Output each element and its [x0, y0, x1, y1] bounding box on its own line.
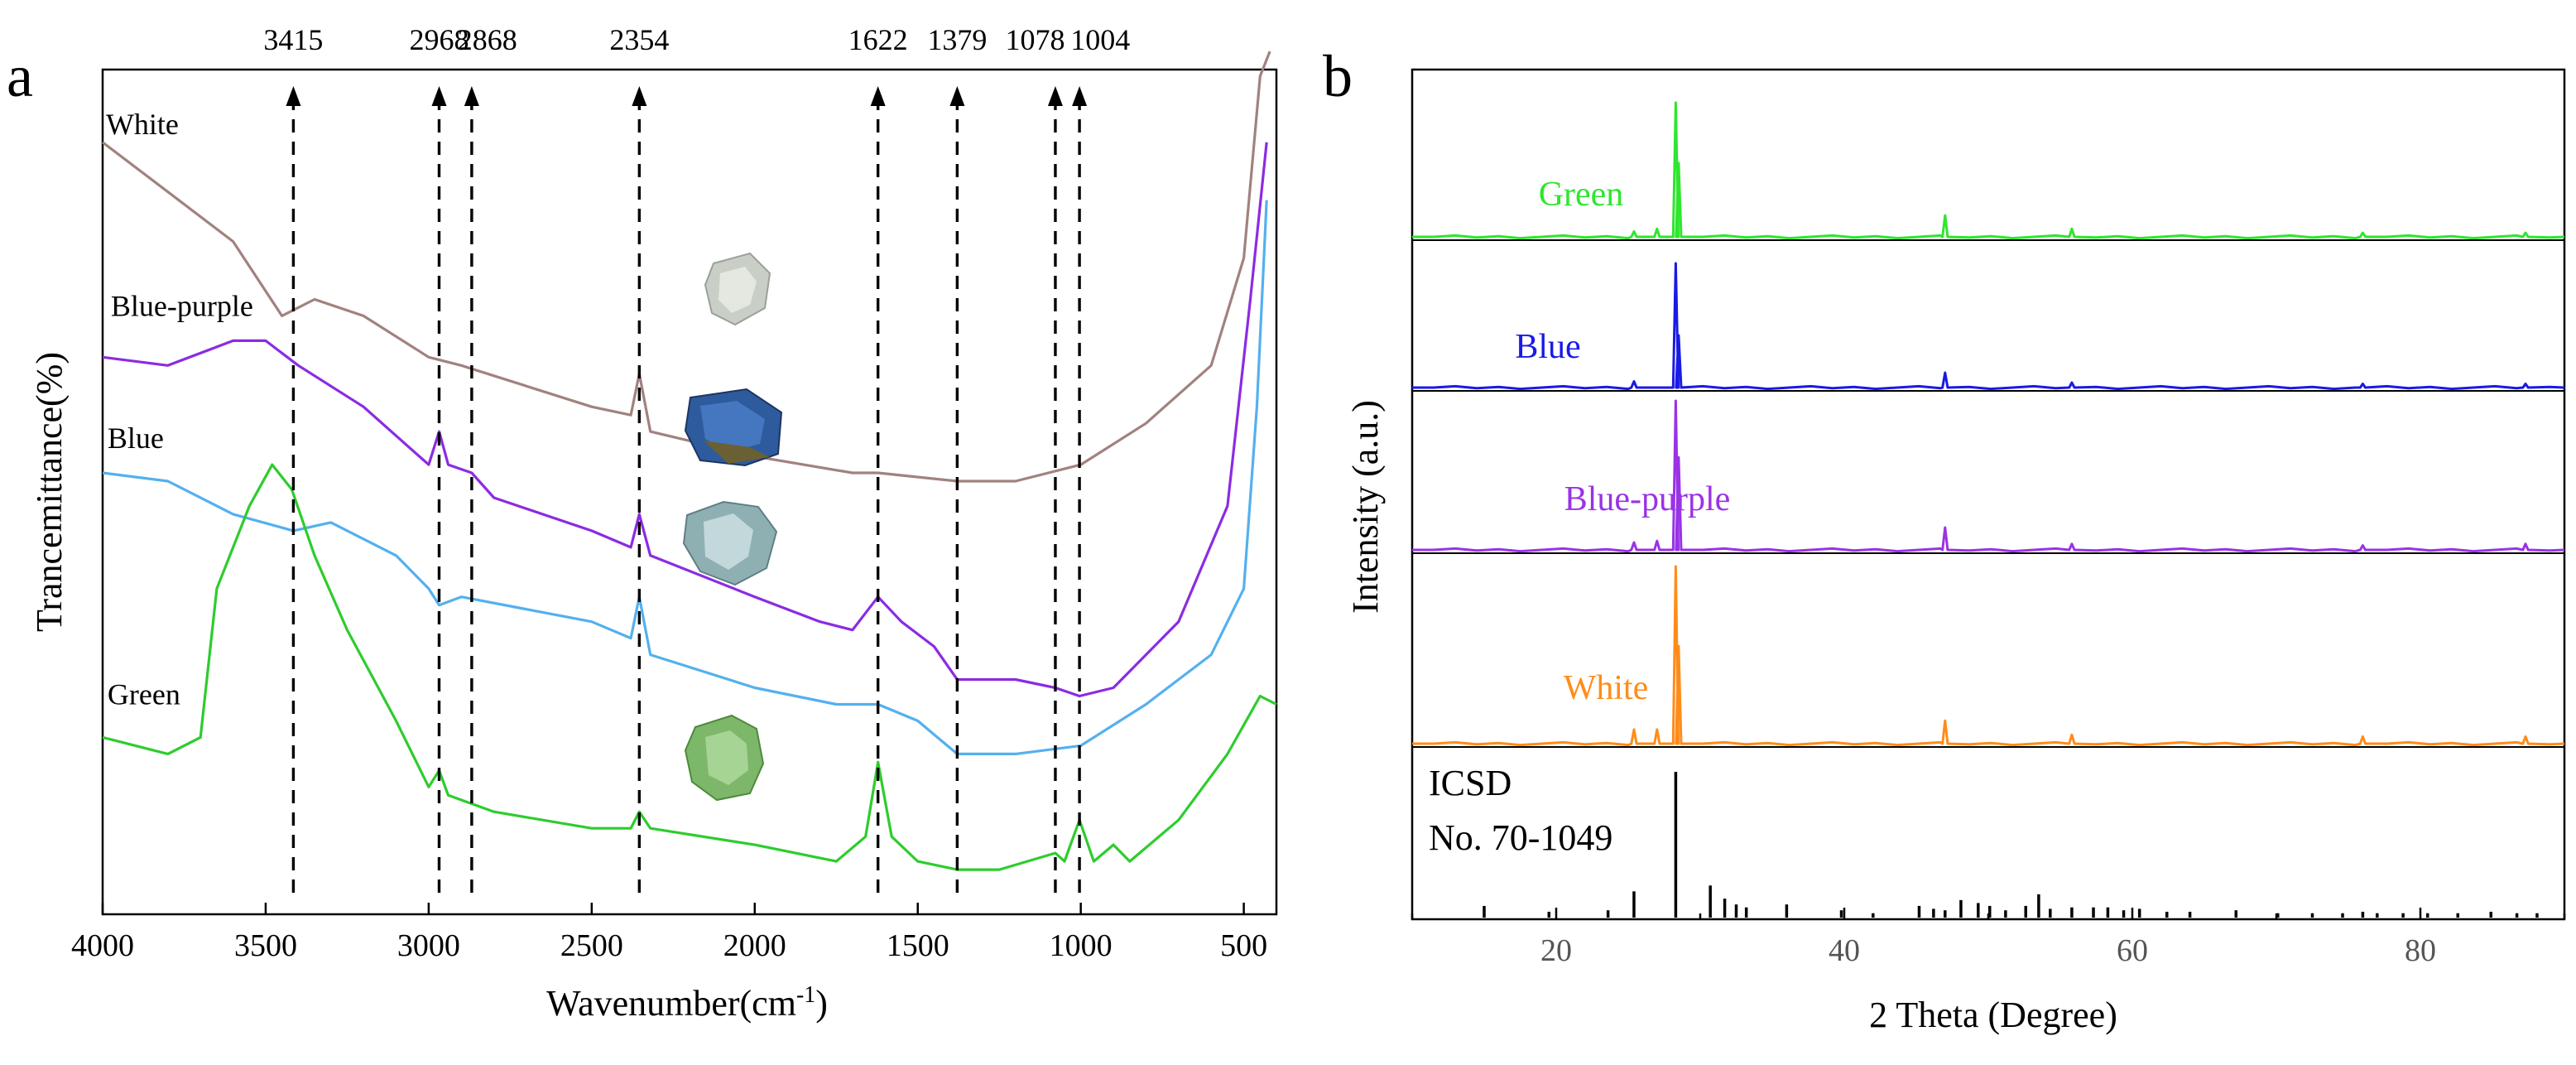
marker-label-2354: 2354 — [609, 23, 669, 56]
ftir-plot-frame — [101, 68, 1278, 916]
xrd-label-green: Green — [1539, 176, 1624, 214]
ftir-x-tick-label: 4000 — [71, 928, 134, 963]
ftir-series-blue-purple — [102, 142, 1268, 698]
xrd-series-blue-purple — [1412, 399, 2565, 553]
marker-label-1078: 1078 — [1006, 23, 1065, 56]
ftir-series-labels: White Blue-purple Blue Green — [106, 108, 253, 711]
xrd-series-white — [1412, 565, 2565, 747]
marker-label-3415: 3415 — [263, 23, 323, 56]
xrd-label-blue: Blue — [1515, 328, 1580, 366]
marker-arrow-1379 — [949, 86, 965, 106]
marker-label-1004: 1004 — [1070, 23, 1130, 56]
xrd-series-labels: Green Blue Blue-purple White — [1515, 176, 1730, 707]
xrd-x-tick-label: 20 — [1540, 933, 1572, 968]
marker-arrow-3415 — [286, 86, 301, 106]
marker-label-1379: 1379 — [927, 23, 987, 56]
marker-arrow-1004 — [1072, 86, 1088, 106]
blue-crystal-photo — [682, 500, 778, 586]
xrd-x-tick-label: 40 — [1829, 933, 1860, 968]
ftir-x-axis: 4000 3500 3000 2500 2000 1500 1000 500 — [71, 903, 1267, 963]
xrd-panel: b 20 40 60 80 Green Blue Blue-purple White ICS… — [1323, 43, 2566, 1035]
xrd-x-axis-title: 2 Theta (Degree) — [1869, 995, 2117, 1035]
ftir-series-group — [102, 51, 1277, 871]
ftir-x-tick-label: 2000 — [723, 928, 786, 963]
marker-arrow-2868 — [464, 86, 479, 106]
ftir-x-tick-label: 2500 — [560, 928, 623, 963]
xrd-label-blue-purple: Blue-purple — [1564, 480, 1731, 518]
marker-label-2968: 2968 — [409, 23, 469, 56]
marker-arrow-2968 — [431, 86, 447, 106]
marker-label-2868: 2868 — [458, 23, 517, 56]
ftir-panel: a 4000 3500 3000 2500 2000 1500 1000 500 3415 29… — [7, 23, 1278, 1024]
ftir-label-blue: Blue — [108, 422, 164, 455]
marker-arrow-1078 — [1047, 86, 1063, 106]
panel-b-label: b — [1323, 43, 1353, 109]
xrd-reference-sticks — [1483, 772, 2539, 918]
panel-a-label: a — [7, 43, 33, 109]
xrd-label-white: White — [1564, 669, 1649, 707]
ftir-series-green — [102, 463, 1277, 871]
ftir-x-tick-label: 1500 — [887, 928, 949, 963]
ftir-y-axis-title: Trancemittance(%) — [29, 352, 70, 632]
marker-arrow-2354 — [632, 86, 647, 106]
reference-label-line1: ICSD — [1429, 763, 1511, 803]
reference-label-line2: No. 70-1049 — [1429, 817, 1612, 858]
xrd-x-tick-label: 80 — [2405, 933, 2436, 968]
xrd-series-group — [1412, 101, 2565, 747]
marker-label-1622: 1622 — [848, 23, 908, 56]
ftir-x-tick-label: 500 — [1220, 928, 1267, 963]
ftir-x-tick-label: 1000 — [1050, 928, 1113, 963]
blue-purple-crystal-photo — [684, 388, 783, 467]
xrd-y-axis-title: Intensity (a.u.) — [1345, 400, 1386, 614]
marker-arrow-1622 — [870, 86, 886, 106]
green-crystal-photo — [684, 714, 765, 802]
xrd-series-green — [1412, 101, 2565, 240]
ftir-x-tick-label: 3000 — [397, 928, 460, 963]
white-crystal-photo — [704, 252, 771, 326]
xrd-panel-separators — [1412, 239, 2564, 748]
xrd-x-tick-label: 60 — [2117, 933, 2148, 968]
ftir-label-blue-purple: Blue-purple — [111, 289, 253, 322]
xrd-series-blue — [1412, 262, 2565, 391]
ftir-x-axis-title: Wavenumber(cm-1) — [546, 982, 828, 1024]
ftir-label-green: Green — [108, 677, 180, 711]
ftir-series-white — [102, 51, 1271, 483]
ftir-x-tick-label: 3500 — [234, 928, 297, 963]
ftir-label-white: White — [106, 108, 179, 141]
ftir-series-blue — [102, 200, 1268, 755]
